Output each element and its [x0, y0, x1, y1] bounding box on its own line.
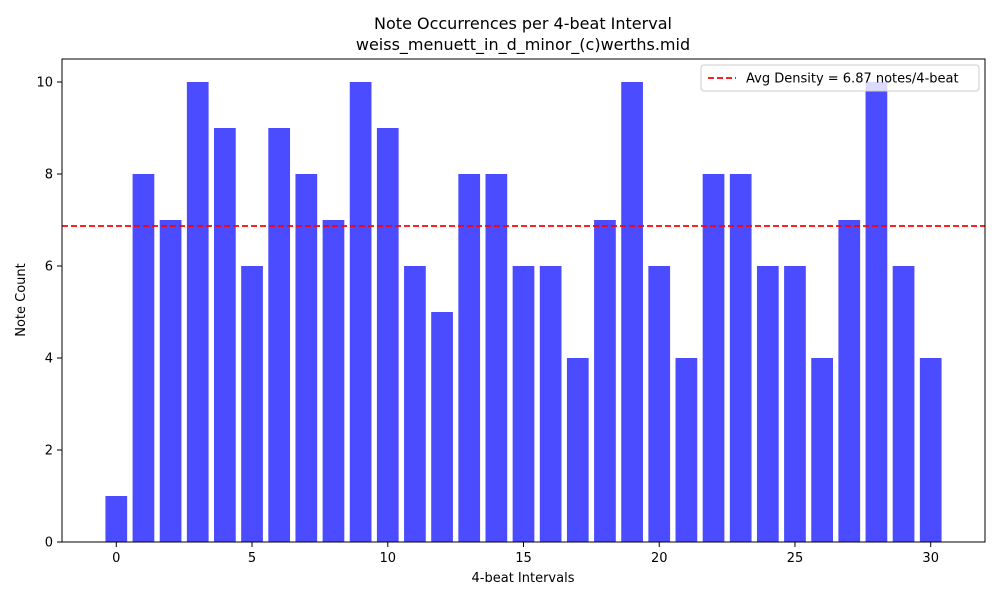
x-tick-label-20: 20 [651, 551, 668, 566]
y-tick-label-4: 4 [45, 352, 53, 367]
bar-25 [784, 266, 806, 542]
bar-17 [566, 358, 589, 542]
bar-28 [865, 82, 888, 542]
bar-15 [512, 266, 535, 542]
x-axis-label: 4-beat Intervals [472, 571, 575, 586]
bar-29 [892, 266, 915, 542]
bar-9 [349, 82, 372, 542]
y-tick-label-6: 6 [45, 260, 53, 275]
x-tick-label-0: 0 [112, 551, 120, 566]
y-tick-label-2: 2 [45, 444, 53, 459]
bar-23 [729, 174, 752, 542]
bar-1 [132, 174, 155, 542]
y-axis-label: Note Count [14, 263, 29, 337]
y-tick-label-8: 8 [45, 168, 53, 183]
x-tick-label-5: 5 [248, 551, 256, 566]
bar-6 [268, 128, 291, 542]
chart-title: Note Occurrences per 4-beat Interval [374, 14, 672, 33]
legend: Avg Density = 6.87 notes/4-beat [700, 64, 980, 92]
bar-20 [648, 266, 671, 542]
bar-11 [404, 266, 426, 542]
bar-21 [675, 358, 698, 542]
bar-5 [241, 266, 263, 542]
bar-22 [702, 174, 725, 542]
bar-14 [485, 174, 508, 542]
bar-19 [621, 82, 643, 542]
bar-10 [376, 128, 399, 542]
bar-27 [838, 220, 861, 542]
bar-16 [539, 266, 562, 542]
chart-subtitle: weiss_menuett_in_d_minor_(c)werths.mid [356, 35, 690, 55]
x-tick-label-15: 15 [515, 551, 532, 566]
bar-24 [756, 266, 779, 542]
bar-18 [594, 220, 616, 542]
bar-2 [159, 220, 182, 542]
bar-group [105, 82, 942, 542]
bar-8 [322, 220, 345, 542]
bar-4 [214, 128, 236, 542]
bar-0 [105, 496, 128, 542]
bar-3 [186, 82, 209, 542]
x-tick-label-25: 25 [787, 551, 804, 566]
bar-30 [919, 358, 942, 542]
x-tick-label-10: 10 [379, 551, 396, 566]
y-tick-label-0: 0 [45, 536, 53, 551]
bar-26 [811, 358, 833, 542]
legend-entry-average: Avg Density = 6.87 notes/4-beat [746, 72, 959, 87]
x-axis-ticks: 0 5 10 15 20 25 30 [112, 542, 939, 566]
y-tick-label-10: 10 [36, 76, 53, 91]
x-tick-label-30: 30 [922, 551, 939, 566]
bar-7 [295, 174, 318, 542]
legend-box [700, 64, 980, 92]
y-axis-ticks: 0 2 4 6 8 10 [36, 76, 62, 551]
bar-12 [431, 312, 453, 542]
bar-13 [458, 174, 481, 542]
